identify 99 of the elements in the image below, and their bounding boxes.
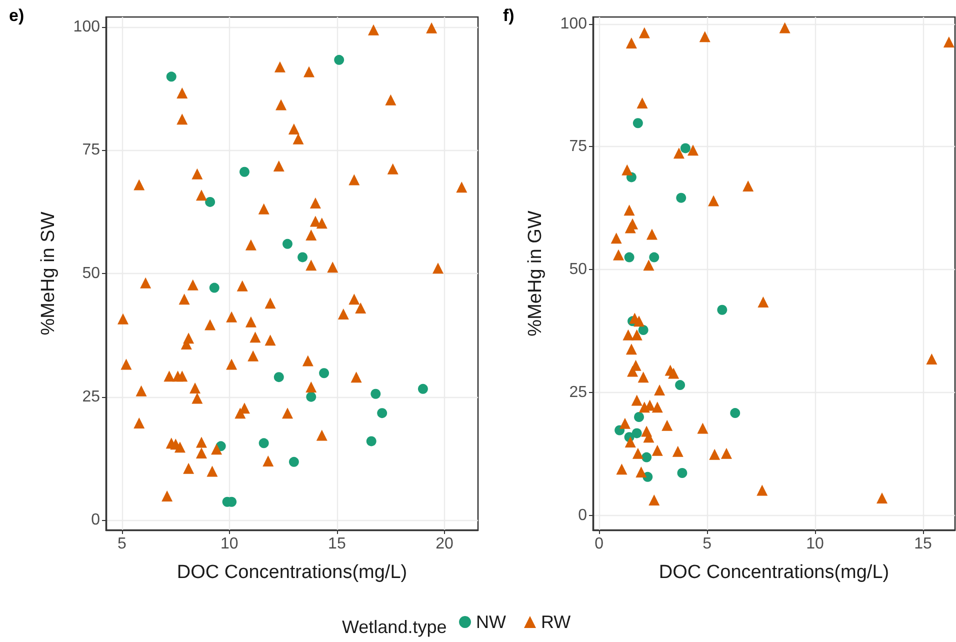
y-tick-label: 25 — [82, 388, 100, 406]
point — [720, 448, 732, 459]
x-tick-label: 20 — [436, 536, 454, 552]
point — [697, 422, 708, 434]
point — [943, 36, 954, 48]
point — [612, 249, 624, 260]
point — [306, 392, 316, 402]
point — [642, 452, 652, 462]
point — [643, 260, 654, 271]
point — [239, 166, 250, 177]
point — [622, 164, 633, 176]
point — [680, 143, 690, 154]
point — [654, 384, 666, 396]
point — [366, 436, 376, 446]
point — [274, 372, 284, 382]
chart-title: e) — [9, 6, 24, 25]
point — [632, 448, 644, 459]
y-tick-label: 100 — [73, 18, 100, 36]
y-tick-label: 50 — [569, 261, 588, 278]
x-tick-label: 10 — [220, 536, 238, 552]
point — [634, 316, 645, 327]
x-tick-label: 10 — [806, 536, 824, 552]
point — [756, 484, 768, 496]
y-tick-label: 50 — [82, 265, 100, 282]
x-tick-label: 5 — [702, 536, 712, 552]
point — [638, 27, 650, 38]
x-tick-label: 15 — [914, 536, 932, 552]
point — [418, 384, 428, 394]
point — [638, 372, 649, 383]
y-tick-label: 75 — [82, 142, 100, 159]
point — [258, 438, 269, 448]
legend-label: RW — [540, 612, 571, 632]
point — [636, 466, 647, 478]
point — [699, 31, 710, 42]
point — [624, 222, 636, 234]
legend-title: Wetland.type — [342, 617, 447, 637]
point — [205, 196, 216, 207]
point — [730, 408, 740, 418]
x-axis-title: DOC Concentrations(mg/L) — [176, 562, 408, 583]
point — [632, 118, 643, 128]
point — [370, 388, 381, 399]
point — [649, 252, 660, 262]
x-tick-label: 5 — [117, 536, 126, 552]
y-tick-label: 0 — [578, 506, 588, 524]
point — [627, 366, 638, 377]
point — [688, 144, 699, 156]
point — [624, 204, 635, 216]
point — [876, 492, 888, 504]
chart-title: f) — [503, 6, 514, 25]
point — [717, 304, 728, 315]
point — [676, 192, 686, 203]
point — [709, 448, 720, 460]
point — [319, 368, 330, 378]
point — [638, 325, 648, 336]
y-axis-title: %MeHg in SW — [38, 212, 59, 336]
point — [636, 97, 648, 108]
x-tick-label: 0 — [594, 536, 604, 552]
y-tick-label: 0 — [91, 512, 100, 529]
point — [626, 344, 637, 355]
point — [668, 368, 680, 379]
point — [626, 38, 637, 49]
point — [652, 402, 663, 413]
point — [334, 54, 344, 65]
point — [209, 282, 220, 293]
y-tick-label: 75 — [569, 138, 588, 156]
point — [675, 380, 686, 390]
point — [610, 232, 622, 244]
point — [166, 72, 176, 82]
point — [677, 468, 688, 478]
point — [648, 494, 660, 506]
point — [708, 195, 720, 206]
y-tick-label: 25 — [569, 384, 588, 401]
point — [622, 329, 634, 340]
y-tick-label: 100 — [560, 15, 588, 32]
point — [758, 296, 769, 308]
point — [288, 456, 299, 467]
point — [673, 148, 684, 159]
point — [652, 444, 663, 456]
point — [779, 22, 790, 34]
point — [634, 412, 644, 422]
point — [662, 420, 673, 431]
point — [616, 464, 628, 475]
point — [619, 418, 630, 429]
point — [298, 252, 308, 262]
legend-label: NW — [476, 612, 506, 632]
point — [377, 408, 388, 418]
point — [282, 238, 292, 249]
y-axis-title: %MeHg in GW — [525, 210, 546, 336]
point — [631, 394, 642, 406]
point — [646, 228, 658, 240]
point — [742, 180, 754, 192]
point — [632, 428, 642, 438]
point — [631, 329, 642, 340]
x-tick-label: 15 — [328, 536, 346, 552]
point — [624, 436, 636, 448]
x-axis-title: DOC Concentrations(mg/L) — [658, 562, 890, 583]
point — [926, 354, 938, 364]
point — [624, 252, 634, 262]
point — [672, 446, 684, 457]
